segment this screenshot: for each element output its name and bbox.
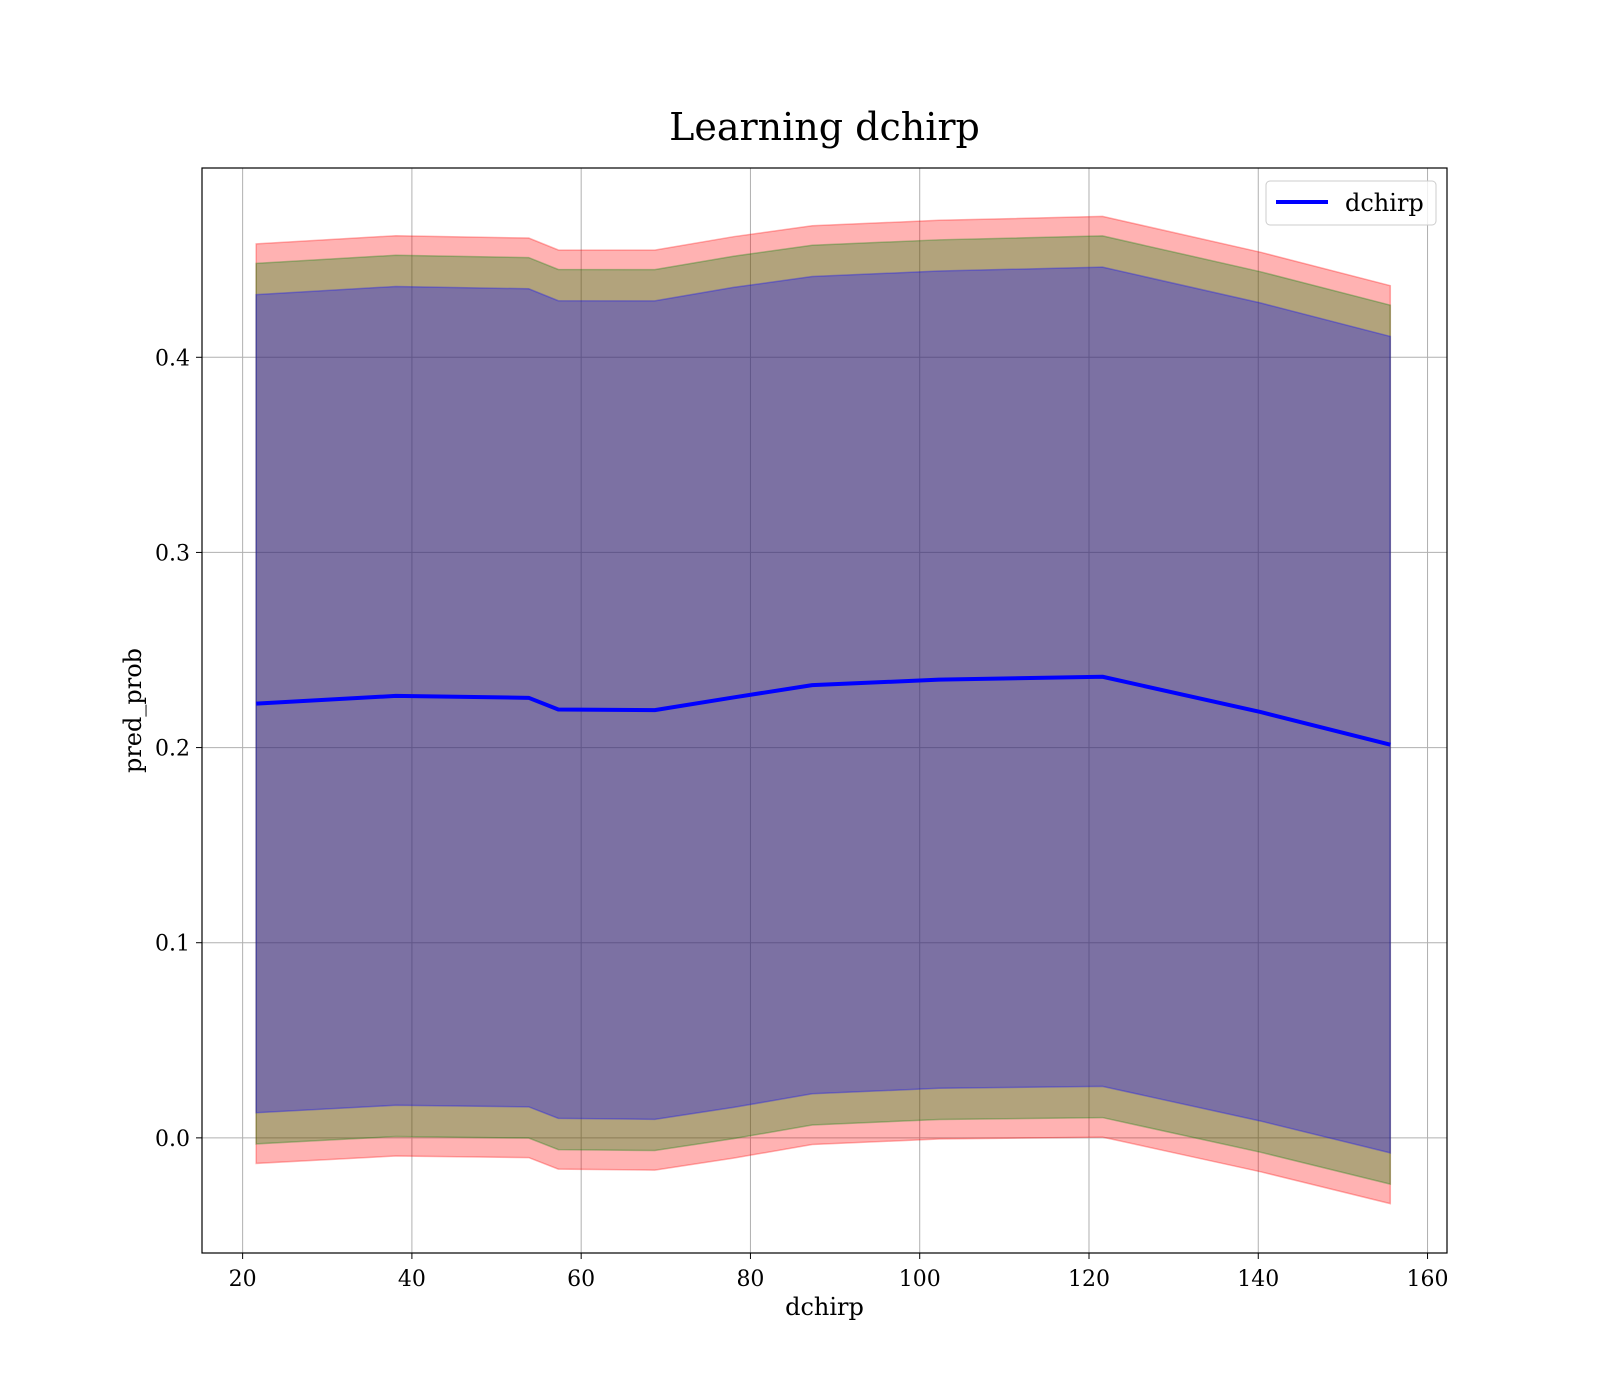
x-tick-label: 60	[567, 1267, 595, 1292]
y-tick-label: 0.1	[155, 932, 190, 957]
x-tick-label: 160	[1407, 1267, 1449, 1292]
legend-entry-dchirp: dchirp	[1345, 189, 1424, 217]
confidence-band-3	[255, 266, 1392, 1154]
x-tick-label: 120	[1068, 1267, 1110, 1292]
plot-frame	[201, 167, 1448, 1254]
series-line-dchirp	[256, 674, 1391, 747]
x-axis-ticks: 20 40 60 80 100 120 140 160	[229, 1253, 1449, 1292]
series-lines	[256, 674, 1391, 747]
grid	[202, 168, 1447, 1253]
x-tick-label: 40	[398, 1267, 426, 1292]
x-axis-label: dchirp	[785, 1293, 864, 1321]
x-tick-label: 100	[899, 1267, 941, 1292]
y-axis-label: pred_prob	[119, 648, 147, 773]
y-tick-label: 0.2	[155, 737, 190, 762]
y-tick-label: 0.3	[155, 541, 190, 566]
y-tick-label: 0.4	[155, 346, 190, 371]
x-tick-label: 20	[229, 1267, 257, 1292]
x-tick-label: 80	[736, 1267, 764, 1292]
legend-box	[1265, 180, 1437, 226]
legend: dchirp	[1265, 180, 1437, 226]
confidence-bands	[255, 215, 1392, 1205]
chart-title: Learning dchirp	[669, 105, 980, 149]
x-tick-label: 140	[1237, 1267, 1279, 1292]
confidence-band-2	[255, 235, 1392, 1186]
confidence-band-1	[255, 215, 1392, 1205]
y-axis-ticks: 0.0 0.1 0.2 0.3 0.4	[155, 346, 202, 1152]
y-tick-label: 0.0	[155, 1127, 190, 1152]
